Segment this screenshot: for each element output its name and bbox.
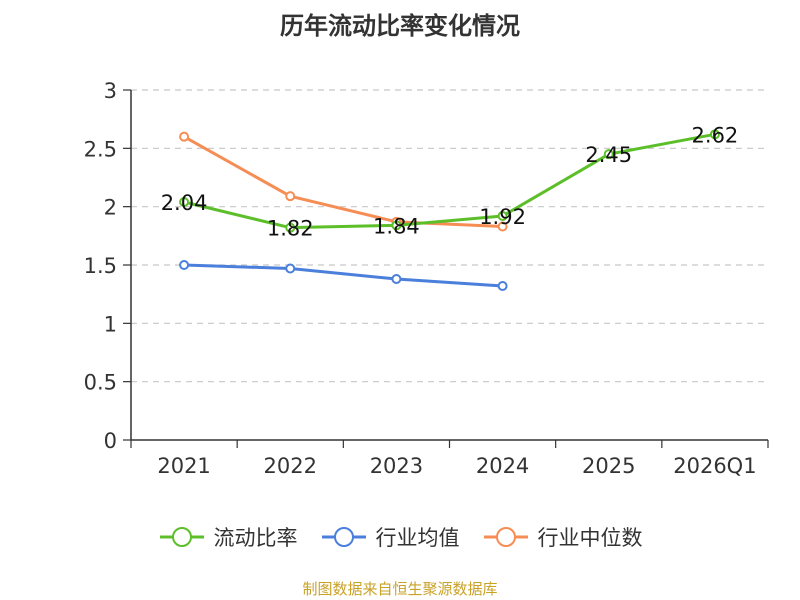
source-note: 制图数据来自恒生聚源数据库 [302,580,498,598]
grid-layer [131,89,768,383]
legend-item-industry-median[interactable]: 行业中位数 [482,522,643,552]
data-point[interactable] [497,281,508,291]
series-layer [179,129,720,291]
y-tick-label: 2.5 [84,137,117,161]
data-point[interactable] [709,129,720,140]
series-line-2 [183,135,503,228]
data-point[interactable] [179,197,190,207]
series-line-0 [183,132,716,230]
data-point[interactable] [179,131,190,142]
data-label: 2.62 [692,123,739,147]
legend-item-industry-mean[interactable]: 行业均值 [320,522,460,552]
legend-item-current-ratio[interactable]: 流动比率 [158,522,298,552]
data-label: 1.82 [267,217,314,241]
x-tick-label: 2023 [370,454,423,478]
y-tick-label: 1 [104,312,117,336]
x-tick-label: 2022 [264,454,317,478]
x-tick-label: 2026Q1 [673,454,756,478]
legend-marker-industry-mean [321,527,366,547]
x-tick-label: 2025 [582,454,635,478]
data-point[interactable] [603,149,614,160]
data-point[interactable] [497,211,508,221]
chart-title: 历年流动比率变化情况 [280,12,520,40]
legend-label-industry-median: 行业中位数 [537,526,643,550]
legend-marker-current-ratio [159,527,204,547]
legend-marker-industry-median [483,527,528,547]
y-tick-label: 0 [104,429,117,453]
y-tick-label: 0.5 [84,371,117,395]
data-label: 1.92 [479,205,526,229]
y-tick-label: 2 [104,196,117,220]
data-label: 1.84 [373,214,420,238]
data-label-layer: 2.04 1.82 1.84 1.92 2.45 2.62 [161,123,739,240]
axis-layer: 0 0.5 1 1.5 2 2.5 3 2021 2022 2023 2024 2025 2026Q1 [84,79,769,478]
legend-label-current-ratio: 流动比率 [213,526,298,550]
series-line-1 [184,263,503,288]
x-tick-label: 2024 [476,454,529,478]
data-point[interactable] [497,221,508,232]
x-tick-label: 2021 [157,454,210,478]
data-label: 2.45 [585,143,632,167]
y-tick-label: 1.5 [84,254,117,278]
data-point[interactable] [391,220,402,231]
data-point[interactable] [285,263,296,274]
data-point[interactable] [391,274,402,284]
legend: 流动比率 行业均值 行业中位数 [0,520,800,554]
y-tick-label: 3 [104,79,117,103]
legend-label-industry-mean: 行业均值 [375,526,460,550]
data-point[interactable] [179,260,190,270]
data-point[interactable] [285,222,296,233]
data-label: 2.04 [161,191,208,215]
data-point[interactable] [285,191,296,202]
